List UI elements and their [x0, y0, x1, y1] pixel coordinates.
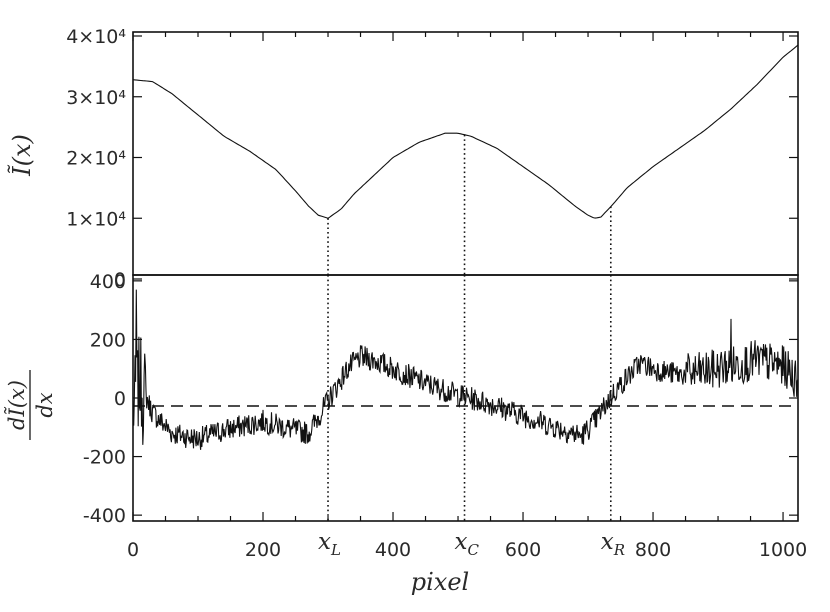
xtick-label: 400: [375, 539, 411, 561]
intensity-curve: [132, 44, 799, 219]
bottom-ytick-label: -200: [83, 447, 126, 469]
bottom-ylabel-denominator: dx: [33, 392, 57, 417]
top-y-axis: 0 1×10⁴ 2×10⁴ 3×10⁴ 4×10⁴: [66, 26, 798, 291]
xtick-label: 0: [127, 539, 139, 561]
x-axis: 0 200 400 600 800 1000: [127, 32, 807, 561]
top-ytick-label: 1×10⁴: [66, 208, 126, 230]
bottom-ytick-label: 200: [90, 329, 126, 351]
xtick-label: 1000: [759, 539, 807, 561]
bottom-ylabel: dĨ(x) dx: [5, 370, 57, 440]
marker-label: xR: [601, 529, 625, 559]
top-ytick-label: 4×10⁴: [66, 26, 126, 48]
top-ylabel: Ĩ(x): [7, 134, 36, 177]
xtick-label: 800: [635, 539, 671, 561]
bottom-ylabel-numerator: dĨ(x): [5, 380, 29, 430]
marker-subscript: R: [613, 541, 625, 559]
top-ytick-label: 3×10⁴: [66, 87, 126, 109]
marker-subscript: L: [330, 541, 341, 559]
feature-markers: xL xC xR: [318, 134, 625, 559]
top-panel-frame: [132, 31, 799, 276]
derivative-curve: [132, 289, 799, 450]
bottom-ytick-label: 400: [90, 271, 126, 293]
xtick-label: 600: [505, 539, 541, 561]
top-ytick-label: 2×10⁴: [66, 148, 126, 170]
bottom-ytick-label: 0: [114, 388, 126, 410]
marker-label: xC: [455, 529, 480, 559]
xlabel: pixel: [411, 568, 469, 596]
xtick-label: 200: [245, 539, 281, 561]
bottom-y-axis: -400 -200 0 200 400: [83, 271, 798, 527]
marker-subscript: C: [468, 541, 480, 559]
top-ytick-label: 0: [114, 269, 126, 291]
marker-label: xL: [318, 529, 341, 559]
bottom-ytick-label: -400: [83, 505, 126, 527]
